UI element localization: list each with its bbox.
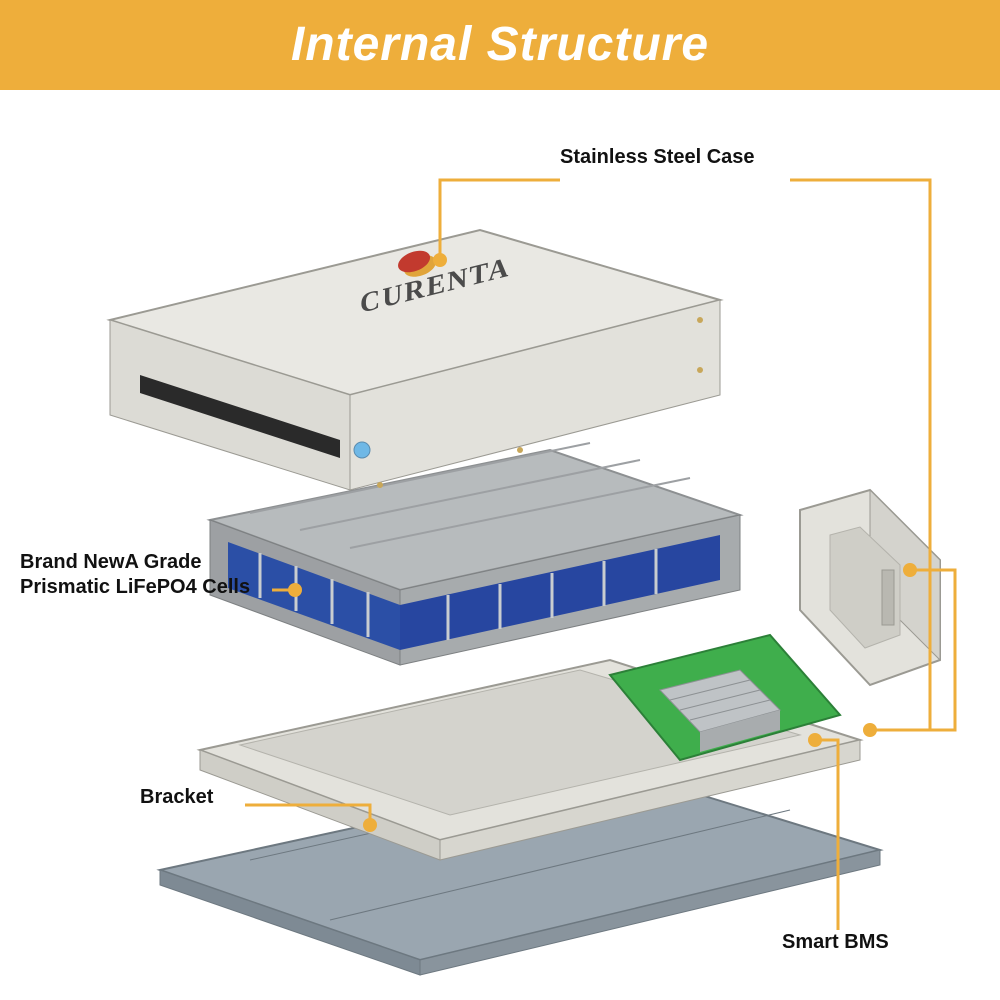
label-bracket: Bracket xyxy=(140,785,213,810)
label-bms: Smart BMS xyxy=(782,930,889,955)
label-case: Stainless Steel Case xyxy=(560,145,755,170)
label-cells: Brand NewA Grade Prismatic LiFePO4 Cells xyxy=(20,550,250,600)
leader-lines xyxy=(0,90,1000,1000)
diagram-stage: CURENTA Stainless Steel Case Brand NewA … xyxy=(0,90,1000,1000)
page-title: Internal Structure xyxy=(291,18,709,71)
title-banner: Internal Structure xyxy=(0,0,1000,90)
